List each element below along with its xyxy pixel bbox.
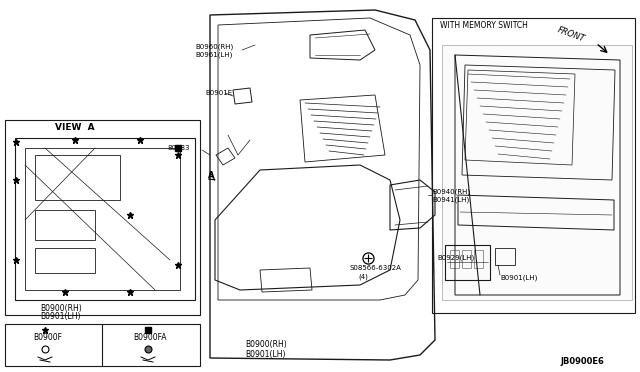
Text: B0900(RH): B0900(RH)	[245, 340, 287, 350]
Text: B0941(LH): B0941(LH)	[432, 197, 469, 203]
Text: B0960(RH): B0960(RH)	[195, 44, 233, 50]
Bar	[35, 248, 95, 273]
Bar	[5, 324, 200, 366]
Text: A: A	[208, 170, 214, 180]
Bar	[432, 18, 635, 313]
Text: B0961(LH): B0961(LH)	[195, 52, 232, 58]
Text: B0940(RH): B0940(RH)	[432, 189, 470, 195]
Text: B0900F: B0900F	[33, 334, 62, 343]
Text: B0900(RH): B0900(RH)	[40, 304, 82, 312]
Bar	[35, 155, 120, 200]
Text: B0901(LH): B0901(LH)	[40, 311, 81, 321]
Text: FRONT: FRONT	[556, 26, 586, 44]
Text: B0900FA: B0900FA	[133, 334, 166, 343]
Text: B0929(LH): B0929(LH)	[437, 255, 474, 261]
Bar	[474, 250, 483, 268]
Text: JB0900E6: JB0900E6	[560, 357, 604, 366]
Text: B0901E: B0901E	[205, 90, 232, 96]
Polygon shape	[442, 45, 632, 300]
Text: VIEW  A: VIEW A	[55, 124, 95, 132]
Text: B0901(LH): B0901(LH)	[245, 350, 285, 359]
Text: S08566-6302A: S08566-6302A	[350, 265, 402, 271]
Bar	[5, 120, 200, 315]
Text: (4): (4)	[358, 274, 368, 280]
Bar	[450, 250, 459, 268]
Bar	[462, 250, 471, 268]
Bar	[35, 210, 95, 240]
Text: 80983: 80983	[168, 145, 191, 151]
Text: WITH MEMORY SWITCH: WITH MEMORY SWITCH	[440, 22, 528, 31]
Text: B0901(LH): B0901(LH)	[500, 275, 538, 281]
